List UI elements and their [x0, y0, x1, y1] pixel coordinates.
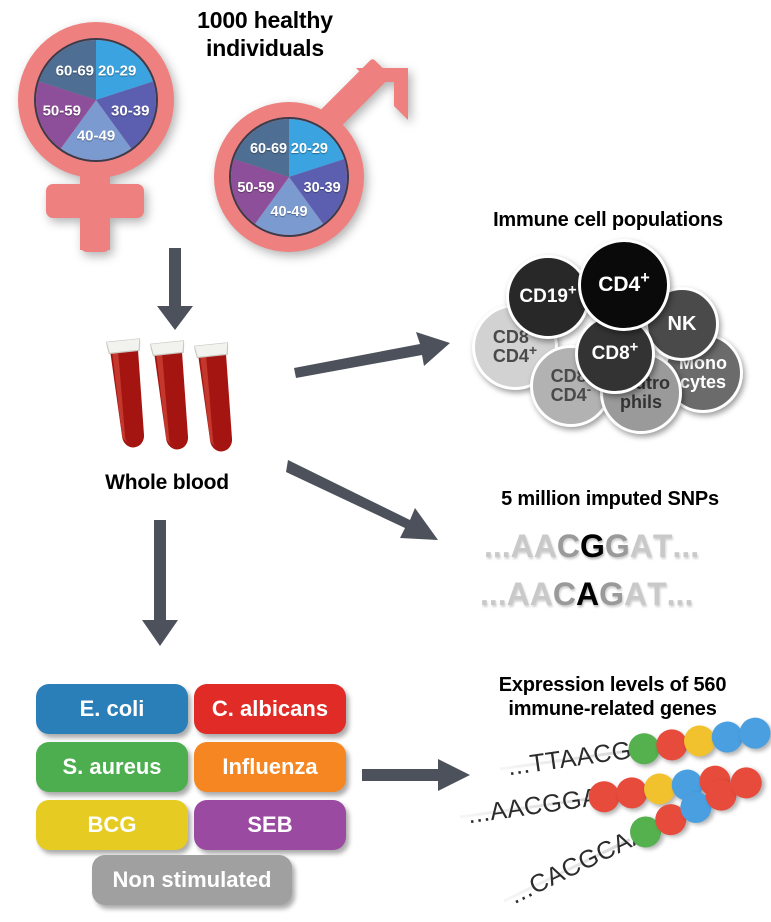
snp-ellipsis-right: ...	[672, 528, 700, 564]
pie-label-50-59: 50-59	[237, 179, 275, 196]
snp-base: A	[624, 576, 648, 612]
blood-tube	[193, 341, 240, 457]
blood-tube	[149, 339, 196, 455]
snp-base: T	[647, 576, 667, 612]
immune-cell-label: Mono cytes	[679, 353, 727, 392]
immune-cell-cd19[interactable]: CD19+	[506, 255, 590, 339]
female-crossbar-vert	[80, 176, 110, 252]
arrow-blood-to-immune	[292, 330, 452, 378]
male-age-pie: 20-29 30-39 40-49 50-59 60-69	[229, 117, 349, 237]
immune-cell-label: CD8-CD4-	[550, 363, 592, 405]
immune-populations-title: Immune cell populations	[493, 209, 723, 231]
snp-base: G	[580, 528, 605, 564]
whole-blood-tubes	[100, 337, 240, 462]
stimulation-label: Non stimulated	[112, 867, 272, 892]
blood-tube	[105, 337, 152, 453]
pie-segment-30-39	[96, 81, 156, 149]
snp-base: G	[599, 576, 624, 612]
snp-ellipsis-left: ...	[480, 576, 507, 612]
snp-base: A	[529, 576, 553, 612]
pie-segment-60-69	[38, 40, 96, 100]
pie-label-40-49: 40-49	[76, 127, 116, 145]
stimulation-bcg[interactable]: BCG	[36, 800, 188, 850]
stimulation-c-albicans[interactable]: C. albicans	[194, 684, 346, 734]
male-arrowhead	[350, 64, 412, 126]
stimulation-panel: E. coli C. albicans S. aureus Influenza BCG S…	[36, 684, 346, 905]
stimulation-non-stimulated[interactable]: Non stimulated	[92, 855, 292, 905]
immune-cell-label: CD19+	[519, 282, 577, 308]
pie-label-60-69: 60-69	[249, 140, 288, 157]
snp-base: A	[510, 528, 534, 564]
male-gender-symbol: 20-29 30-39 40-49 50-59 60-69	[208, 58, 408, 262]
stimulation-label: S. aureus	[62, 754, 162, 779]
snp-base: A	[533, 528, 557, 564]
stimulation-seb[interactable]: SEB	[194, 800, 346, 850]
stimulation-label: Influenza	[222, 754, 318, 779]
arrow-stimulations-to-expression	[362, 757, 472, 793]
stimulation-label: E. coli	[79, 696, 145, 721]
snp-base: A	[629, 528, 653, 564]
pie-segment-50-59	[36, 81, 96, 149]
snp-sequence-row: ...AACGGAT...	[484, 528, 699, 565]
pie-label-30-39: 30-39	[111, 102, 150, 120]
pie-segment-20-29	[289, 119, 345, 177]
immune-cell-label: CD4+	[598, 269, 650, 297]
snp-base: C	[556, 528, 580, 564]
gene-bead-blue	[737, 715, 771, 751]
stimulation-s-aureus[interactable]: S. aureus	[36, 742, 188, 792]
immune-cell-label: CD8+	[591, 339, 639, 365]
snp-base: A	[576, 576, 600, 612]
arrow-cohort-to-blood	[155, 248, 195, 332]
snp-base: C	[552, 576, 576, 612]
pie-label-40-49: 40-49	[270, 203, 308, 220]
snp-sequence-block: ...AACGGAT... ...AACAGAT...	[480, 528, 760, 620]
gene-strand-block: ...TTAACGG ...AACGGAT ...CACGCAA	[459, 715, 771, 916]
expression-title: Expression levels of 560 immune-related …	[498, 674, 727, 721]
snp-base: G	[604, 528, 630, 564]
pie-segment-40-49	[60, 100, 132, 160]
whole-blood-label: Whole blood	[105, 471, 229, 494]
pie-segment-30-39	[289, 159, 347, 224]
arrow-blood-to-snps	[286, 458, 446, 548]
immune-cell-label: CD8+CD4+	[492, 324, 538, 366]
stimulation-influenza[interactable]: Influenza	[194, 742, 346, 792]
pie-label-30-39: 30-39	[303, 179, 341, 196]
pie-label-20-29: 20-29	[97, 62, 137, 80]
stimulation-label: SEB	[247, 812, 293, 837]
stimulation-label: BCG	[87, 812, 137, 837]
stimulation-e-coli[interactable]: E. coli	[36, 684, 188, 734]
pie-segment-40-49	[254, 177, 324, 235]
snp-base: T	[652, 528, 673, 564]
immune-cell-label: NK	[667, 312, 697, 335]
immune-cell-cluster: CD8+CD4+CD19+CD4+CD8-CD4-CD8+NKNeutrophi…	[0, 0, 771, 460]
pie-label-60-69: 60-69	[55, 62, 95, 80]
pie-segment-60-69	[233, 119, 289, 177]
pie-segment-20-29	[96, 40, 154, 100]
arrow-blood-to-stimulations	[140, 520, 180, 648]
snp-ellipsis-left: ...	[484, 528, 511, 564]
female-age-pie: 20-29 30-39 40-49 50-59 60-69	[34, 38, 158, 162]
pie-label-50-59: 50-59	[42, 102, 81, 120]
immune-cell-cd4[interactable]: CD4+	[578, 239, 670, 331]
snp-base: A	[506, 576, 530, 612]
snp-sequence-row: ...AACAGAT...	[480, 576, 693, 613]
female-gender-symbol: 20-29 30-39 40-49 50-59 60-69	[14, 14, 184, 254]
pie-segment-50-59	[231, 159, 289, 224]
snp-ellipsis-right: ...	[666, 576, 694, 612]
pie-label-20-29: 20-29	[290, 140, 328, 157]
cohort-title: 1000 healthy individuals	[197, 7, 333, 62]
stimulation-label: C. albicans	[211, 696, 329, 721]
snps-title: 5 million imputed SNPs	[501, 488, 719, 510]
